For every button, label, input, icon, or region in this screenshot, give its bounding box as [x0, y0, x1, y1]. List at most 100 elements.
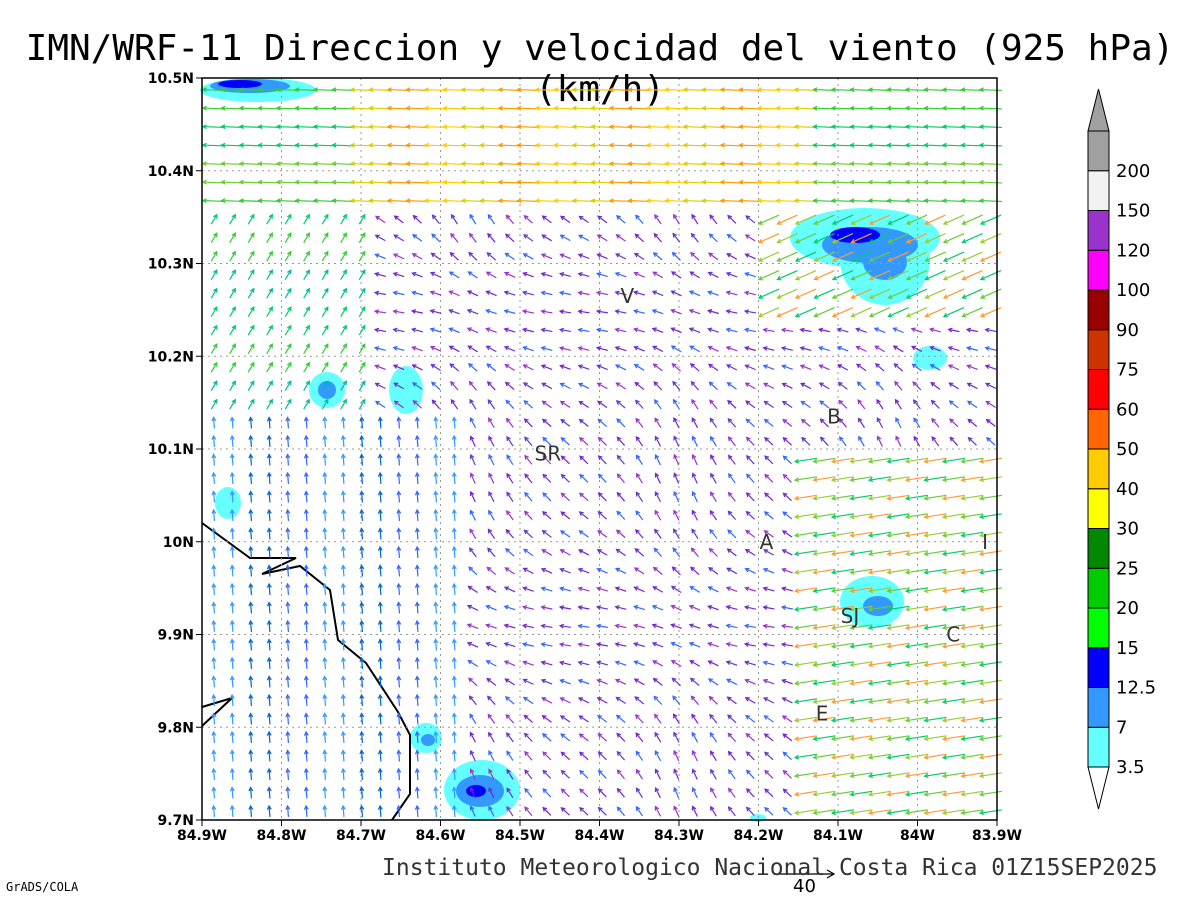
wind-vector — [303, 471, 309, 485]
wind-vector — [653, 232, 663, 243]
wind-vector — [560, 806, 570, 816]
wind-vector — [340, 656, 346, 670]
wind-vector — [577, 382, 590, 389]
wind-vector — [340, 619, 346, 633]
wind-vector — [886, 624, 910, 631]
wind-vector — [429, 309, 442, 315]
wind-vector — [505, 399, 515, 409]
wind-vector — [928, 327, 941, 333]
wind-vector — [887, 306, 909, 318]
wind-vector — [960, 494, 984, 501]
wind-vector — [904, 698, 928, 705]
wind-vector — [553, 105, 577, 111]
wind-vector — [887, 232, 909, 244]
wind-vector — [578, 234, 590, 242]
wind-vector — [322, 527, 328, 540]
wind-vector — [211, 471, 217, 485]
wind-vector — [941, 494, 965, 501]
wind-vector — [257, 179, 281, 185]
wind-vector — [978, 87, 1003, 93]
wind-vector — [396, 416, 402, 429]
wind-vector — [672, 232, 681, 243]
wind-vector — [340, 749, 346, 762]
wind-vector — [201, 142, 226, 148]
wind-vector — [303, 527, 309, 540]
wind-vector — [285, 490, 291, 503]
wind-vector — [229, 712, 235, 725]
wind-vector — [728, 454, 736, 465]
wind-vector — [978, 605, 1002, 612]
wind-vector — [414, 675, 420, 688]
wind-vector — [830, 550, 854, 557]
wind-vector — [460, 198, 485, 204]
wind-vector — [466, 308, 479, 315]
wind-vector — [414, 712, 420, 725]
wind-vector — [867, 605, 891, 612]
wind-vector — [595, 346, 608, 352]
wind-vector — [488, 417, 495, 429]
wind-vector — [469, 213, 477, 225]
wind-vector — [978, 790, 1002, 797]
wind-vector — [430, 381, 441, 391]
legend-label: 150 — [1116, 201, 1150, 222]
wind-vector — [701, 142, 725, 148]
wind-vector — [596, 549, 608, 556]
wind-vector — [595, 605, 609, 610]
wind-vector — [708, 695, 718, 705]
wind-vector — [349, 142, 374, 148]
wind-vector — [469, 528, 477, 540]
wind-vector — [229, 398, 236, 410]
wind-vector — [652, 566, 663, 575]
wind-vector — [374, 234, 386, 242]
x-tick-label: 84.2W — [734, 828, 784, 844]
wind-vector — [831, 306, 854, 318]
wind-vector — [322, 749, 328, 762]
wind-vector — [614, 345, 627, 352]
wind-vector — [691, 509, 699, 521]
wind-vector — [340, 269, 347, 281]
wind-vector — [673, 731, 680, 743]
wind-vector — [541, 382, 553, 390]
wind-vector — [516, 179, 540, 185]
wind-vector — [966, 364, 978, 371]
wind-vector — [247, 232, 255, 244]
wind-vector — [374, 400, 386, 409]
wind-vector — [266, 471, 272, 485]
wind-vector — [451, 490, 457, 503]
wind-vector — [867, 753, 891, 760]
wind-vector — [670, 327, 682, 334]
wind-vector — [793, 698, 817, 705]
wind-vector — [505, 528, 515, 539]
wind-vector — [340, 324, 347, 336]
wind-vector — [812, 716, 836, 723]
wind-vector — [340, 361, 347, 373]
wind-vector — [410, 309, 424, 314]
wind-vector — [923, 790, 947, 797]
wind-vector — [886, 605, 910, 612]
wind-vector — [542, 492, 552, 502]
wind-vector — [284, 287, 292, 299]
wind-vector — [229, 749, 235, 762]
wind-vector — [229, 269, 236, 281]
wind-vector — [247, 213, 255, 225]
speed-contour — [215, 487, 241, 519]
wind-vector — [793, 513, 817, 520]
wind-vector — [670, 604, 682, 611]
wind-vector — [671, 677, 682, 687]
wind-vector — [257, 87, 281, 93]
wind-vector — [210, 380, 218, 392]
wind-vector — [285, 453, 291, 466]
wind-vector — [285, 508, 291, 522]
wind-vector — [579, 473, 589, 483]
wind-vector — [756, 161, 781, 167]
wind-vector — [850, 251, 872, 262]
wind-vector — [635, 214, 644, 225]
wind-vector — [559, 678, 571, 685]
wind-vector — [707, 327, 719, 333]
y-tick-label: 10.3N — [148, 257, 194, 273]
wind-vector — [414, 749, 420, 762]
wind-vector — [393, 400, 404, 409]
wind-vector — [701, 179, 725, 185]
wind-vector — [248, 582, 254, 596]
wind-vector — [411, 253, 423, 260]
